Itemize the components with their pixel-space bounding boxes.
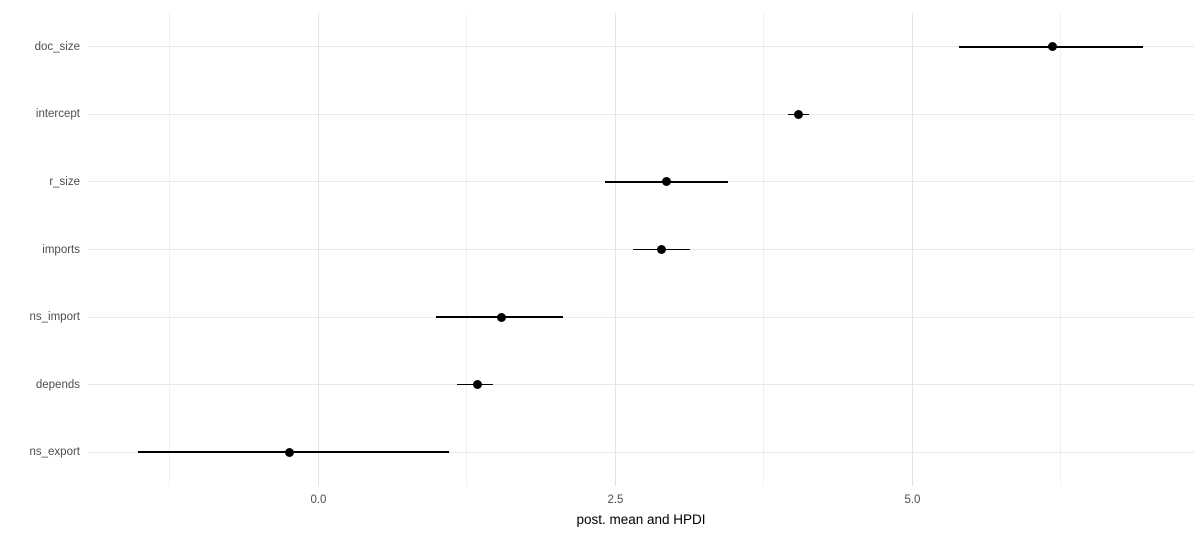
grid-line-horizontal xyxy=(88,113,1194,115)
point-estimate-ns_export xyxy=(285,447,295,457)
grid-line-horizontal xyxy=(88,384,1194,386)
point-estimate-depends xyxy=(473,380,483,390)
x-tick-label: 5.0 xyxy=(904,494,921,506)
grid-line-horizontal xyxy=(88,316,1194,318)
point-estimate-r_size xyxy=(662,177,672,187)
x-tick-label: 2.5 xyxy=(607,494,624,506)
y-axis-label-ns_export: ns_export xyxy=(29,446,80,459)
x-tick-label: 0.0 xyxy=(310,494,327,506)
y-axis-label-doc_size: doc_size xyxy=(34,40,80,53)
y-axis-label-ns_import: ns_import xyxy=(29,311,81,324)
grid-line-horizontal xyxy=(88,46,1194,48)
y-axis-label-imports: imports xyxy=(42,243,80,256)
y-axis-label-r_size: r_size xyxy=(49,175,80,188)
point-estimate-doc_size xyxy=(1048,42,1058,52)
y-axis-label-intercept: intercept xyxy=(35,108,80,121)
point-estimate-imports xyxy=(657,245,667,254)
point-estimate-ns_import xyxy=(496,312,506,322)
point-estimate-intercept xyxy=(793,109,803,119)
grid-line-horizontal xyxy=(88,451,1194,453)
x-axis-title: post. mean and HPDI xyxy=(576,512,706,527)
y-axis-label-depends: depends xyxy=(35,378,80,391)
